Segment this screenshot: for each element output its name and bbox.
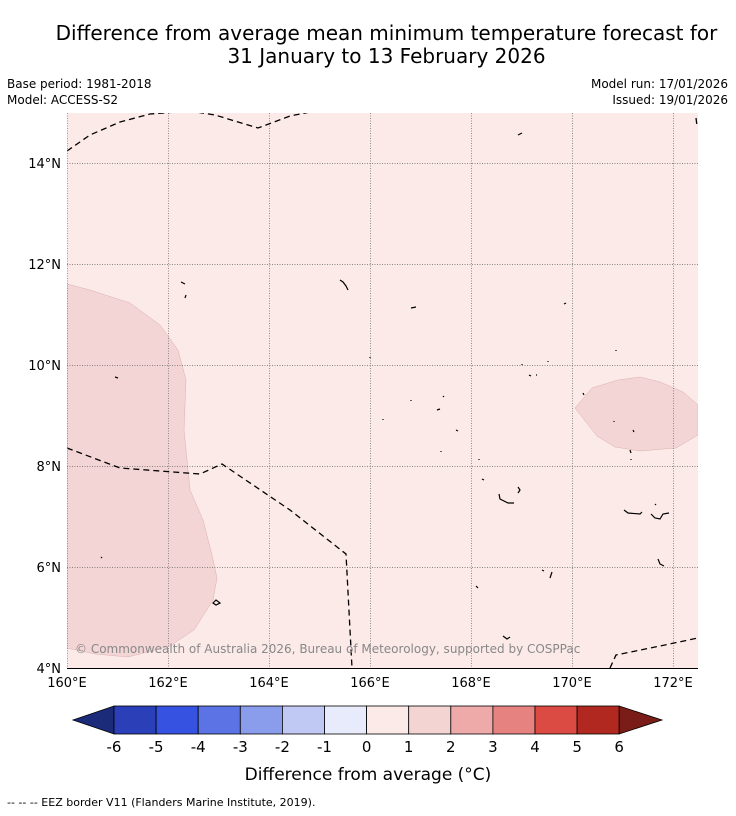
eez-borders bbox=[67, 113, 698, 668]
colorbar-tick-label: 5 bbox=[572, 738, 582, 756]
chart-title: Difference from average mean minimum tem… bbox=[0, 22, 736, 68]
colorbar-tick-label: -5 bbox=[149, 738, 164, 756]
graticule bbox=[67, 113, 698, 668]
colorbar-label: Difference from average (°C) bbox=[245, 765, 492, 785]
latitude-ticks: 14°N 12°N 10°N 8°N 6°N 4°N bbox=[28, 157, 61, 677]
colorbar-segment bbox=[576, 705, 620, 735]
colorbar-tick-label: 6 bbox=[614, 738, 624, 756]
colorbar-ticks: -6 -5 -4 -3 -2 -1 0 1 2 3 4 5 6 bbox=[107, 738, 624, 756]
meta-right: Model run: 17/01/2026 Issued: 19/01/2026 bbox=[591, 76, 728, 108]
lat-tick: 12°N bbox=[28, 258, 61, 273]
colorbar-arrow-high bbox=[618, 705, 664, 735]
colorbar-tick-label: 0 bbox=[362, 738, 372, 756]
colorbar-segment bbox=[534, 705, 578, 735]
colorbar-segment bbox=[155, 705, 199, 735]
colorbar-segment bbox=[450, 705, 494, 735]
colorbar-segment bbox=[408, 705, 452, 735]
colorbar-segment bbox=[366, 705, 410, 735]
islands bbox=[100, 132, 670, 640]
issued-date: Issued: 19/01/2026 bbox=[612, 93, 728, 107]
longitude-ticks: 160°E 162°E 164°E 166°E 168°E 170°E 172°… bbox=[47, 676, 693, 691]
colorbar-segment bbox=[197, 705, 241, 735]
lon-tick: 164°E bbox=[249, 676, 289, 691]
colorbar-tick-label: -2 bbox=[275, 738, 290, 756]
lon-tick: 166°E bbox=[350, 676, 390, 691]
title-line-2: 31 January to 13 February 2026 bbox=[227, 44, 546, 68]
lat-tick: 10°N bbox=[28, 359, 61, 374]
colorbar-segment bbox=[492, 705, 536, 735]
colorbar-tick-label: 2 bbox=[446, 738, 456, 756]
colorbar-tick-label: 4 bbox=[530, 738, 540, 756]
colorbar-tick-label: -6 bbox=[107, 738, 122, 756]
colorbar-segment bbox=[239, 705, 283, 735]
lon-tick: 170°E bbox=[552, 676, 592, 691]
anomaly-patch-east bbox=[574, 376, 698, 452]
lon-tick: 160°E bbox=[47, 676, 87, 691]
anomaly-patch-west bbox=[67, 283, 218, 658]
lon-tick: 168°E bbox=[451, 676, 491, 691]
colorbar-tick-label: -4 bbox=[191, 738, 206, 756]
eez-legend-note: -- -- -- EEZ border V11 (Flanders Marine… bbox=[7, 796, 316, 809]
colorbar-segment bbox=[281, 705, 325, 735]
base-period: Base period: 1981-2018 bbox=[7, 77, 152, 91]
colorbar-arrow-low bbox=[71, 705, 115, 735]
lon-tick: 172°E bbox=[653, 676, 693, 691]
colorbar-tick-label: -1 bbox=[317, 738, 332, 756]
title-line-1: Difference from average mean minimum tem… bbox=[55, 21, 718, 45]
lat-tick: 6°N bbox=[37, 561, 62, 576]
colorbar-tick-label: -3 bbox=[233, 738, 248, 756]
colorbar bbox=[71, 705, 664, 735]
model-run: Model run: 17/01/2026 bbox=[590, 77, 728, 91]
colorbar-tick-label: 3 bbox=[488, 738, 498, 756]
meta-left: Base period: 1981-2018 Model: ACCESS-S2 bbox=[7, 76, 152, 108]
map-panel: © Commonwealth of Australia 2026, Bureau… bbox=[67, 113, 698, 668]
colorbar-segment bbox=[324, 705, 367, 735]
colorbar-tick-label: 1 bbox=[404, 738, 414, 756]
lat-tick: 8°N bbox=[37, 460, 62, 475]
lat-tick: 14°N bbox=[28, 157, 61, 172]
model-name: Model: ACCESS-S2 bbox=[7, 93, 119, 107]
lon-tick: 162°E bbox=[148, 676, 188, 691]
colorbar-segment bbox=[113, 705, 157, 735]
copyright-text: © Commonwealth of Australia 2026, Bureau… bbox=[75, 642, 580, 656]
lat-tick: 4°N bbox=[37, 662, 62, 677]
